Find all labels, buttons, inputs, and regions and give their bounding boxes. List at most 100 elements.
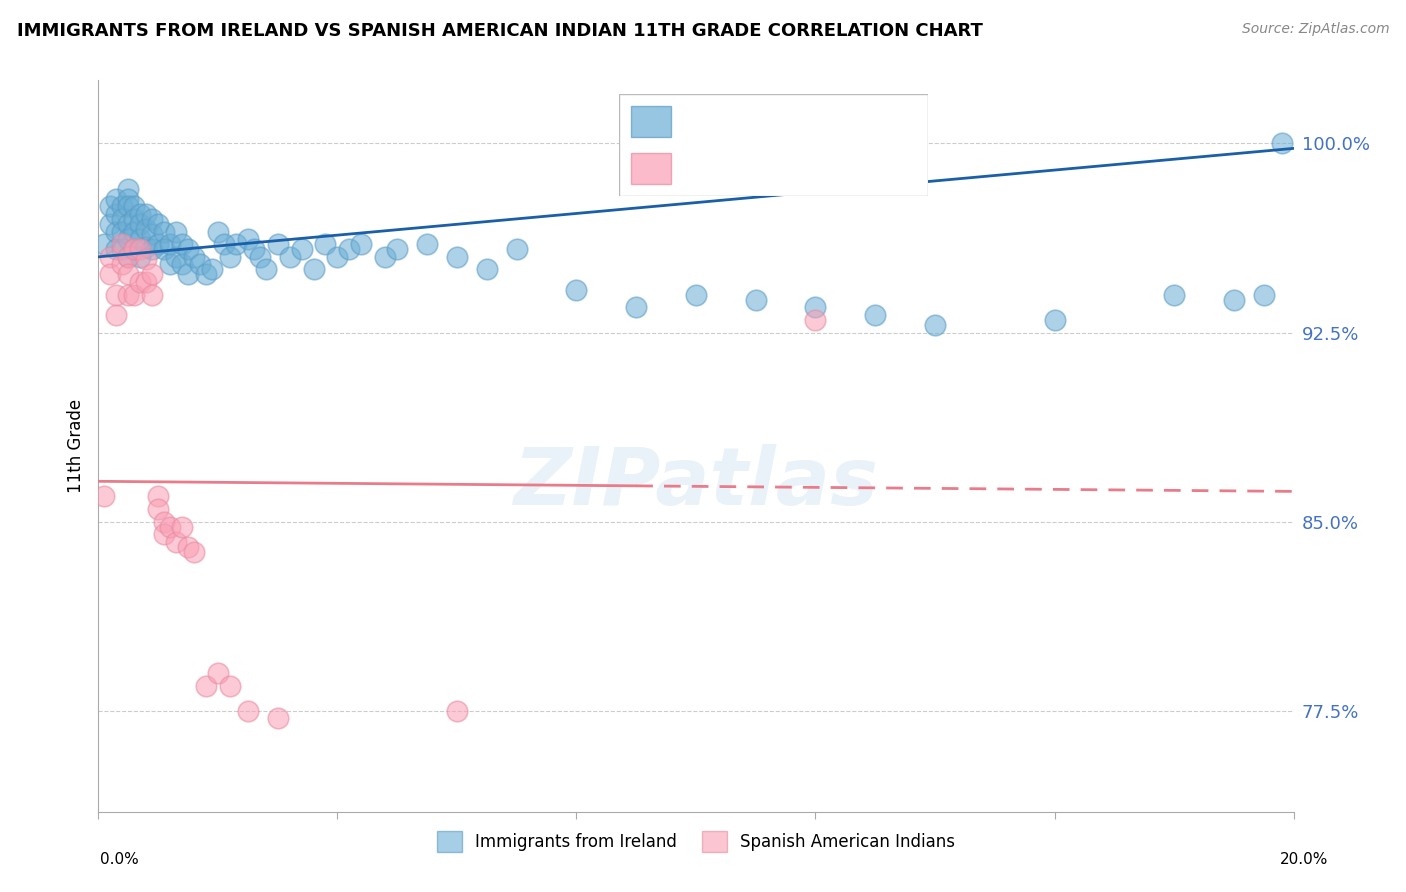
Point bbox=[135, 252, 157, 267]
Point bbox=[124, 212, 146, 227]
Text: ZIPatlas: ZIPatlas bbox=[513, 443, 879, 522]
Point bbox=[124, 287, 146, 301]
Point bbox=[141, 268, 163, 282]
Point bbox=[249, 250, 271, 264]
Point bbox=[105, 287, 128, 301]
Point bbox=[93, 490, 115, 504]
Point bbox=[188, 257, 211, 271]
Point bbox=[745, 293, 768, 307]
Point bbox=[111, 199, 134, 213]
Point bbox=[177, 242, 200, 256]
Point bbox=[195, 268, 218, 282]
Point bbox=[475, 262, 498, 277]
Point bbox=[111, 225, 134, 239]
Point bbox=[212, 237, 235, 252]
Point bbox=[105, 225, 128, 239]
Point bbox=[98, 217, 122, 231]
Point bbox=[1043, 313, 1066, 327]
Point bbox=[129, 207, 152, 221]
Legend: Immigrants from Ireland, Spanish American Indians: Immigrants from Ireland, Spanish America… bbox=[430, 824, 962, 858]
Point bbox=[416, 237, 439, 252]
Point bbox=[111, 212, 134, 227]
Point bbox=[506, 242, 529, 256]
Point bbox=[129, 217, 152, 231]
Point bbox=[117, 217, 139, 231]
Text: 20.0%: 20.0% bbox=[1281, 852, 1329, 867]
Point bbox=[267, 711, 290, 725]
Point bbox=[135, 207, 157, 221]
Point bbox=[446, 704, 468, 718]
Point bbox=[626, 300, 648, 314]
Point bbox=[183, 545, 205, 559]
Point bbox=[129, 232, 152, 246]
Bar bbox=[631, 106, 671, 136]
Point bbox=[93, 237, 115, 252]
Point bbox=[302, 262, 325, 277]
Point bbox=[804, 313, 827, 327]
Point bbox=[183, 250, 205, 264]
Point bbox=[219, 250, 242, 264]
Point bbox=[141, 212, 163, 227]
Point bbox=[315, 237, 337, 252]
Point bbox=[153, 242, 176, 256]
Point bbox=[111, 237, 134, 252]
Point bbox=[172, 257, 194, 271]
Point bbox=[236, 704, 259, 718]
Point bbox=[141, 227, 163, 241]
Point bbox=[153, 515, 176, 529]
Point bbox=[117, 268, 139, 282]
Point bbox=[172, 519, 194, 533]
Point bbox=[105, 308, 128, 322]
Point bbox=[267, 237, 290, 252]
Point bbox=[565, 283, 588, 297]
Point bbox=[148, 490, 170, 504]
Point bbox=[129, 242, 152, 256]
Point bbox=[148, 502, 170, 516]
Point bbox=[165, 225, 187, 239]
Point bbox=[446, 250, 468, 264]
Point bbox=[129, 250, 152, 264]
Point bbox=[326, 250, 349, 264]
Point bbox=[177, 540, 200, 554]
Point bbox=[278, 250, 301, 264]
Point bbox=[207, 665, 229, 680]
Point bbox=[172, 237, 194, 252]
Point bbox=[117, 250, 139, 264]
Point bbox=[685, 287, 707, 301]
Point bbox=[141, 242, 163, 256]
Point bbox=[111, 257, 134, 271]
Text: R =  0.162   N =  81: R = 0.162 N = 81 bbox=[686, 112, 897, 130]
Point bbox=[117, 287, 139, 301]
Point bbox=[1163, 287, 1185, 301]
Point bbox=[1223, 293, 1246, 307]
Text: IMMIGRANTS FROM IRELAND VS SPANISH AMERICAN INDIAN 11TH GRADE CORRELATION CHART: IMMIGRANTS FROM IRELAND VS SPANISH AMERI… bbox=[17, 22, 983, 40]
Point bbox=[924, 318, 946, 332]
Point bbox=[1271, 136, 1294, 151]
Point bbox=[148, 217, 170, 231]
Point bbox=[98, 250, 122, 264]
Point bbox=[135, 240, 157, 254]
Point bbox=[159, 237, 181, 252]
Point bbox=[105, 207, 128, 221]
Y-axis label: 11th Grade: 11th Grade bbox=[67, 399, 86, 493]
Text: R =  -0.010   N =  34: R = -0.010 N = 34 bbox=[686, 160, 907, 178]
Point bbox=[254, 262, 277, 277]
Point bbox=[207, 225, 229, 239]
Point bbox=[159, 257, 181, 271]
Point bbox=[105, 242, 128, 256]
Point bbox=[129, 275, 152, 289]
Point bbox=[243, 242, 266, 256]
Point bbox=[165, 250, 187, 264]
Point bbox=[124, 225, 146, 239]
Point bbox=[201, 262, 224, 277]
Point bbox=[153, 527, 176, 541]
Point bbox=[219, 679, 242, 693]
Point bbox=[153, 225, 176, 239]
Point bbox=[159, 519, 181, 533]
Bar bbox=[631, 153, 671, 184]
Point bbox=[117, 232, 139, 246]
Point bbox=[105, 192, 128, 206]
Point bbox=[135, 222, 157, 236]
Point bbox=[124, 242, 146, 256]
Point bbox=[124, 242, 146, 256]
